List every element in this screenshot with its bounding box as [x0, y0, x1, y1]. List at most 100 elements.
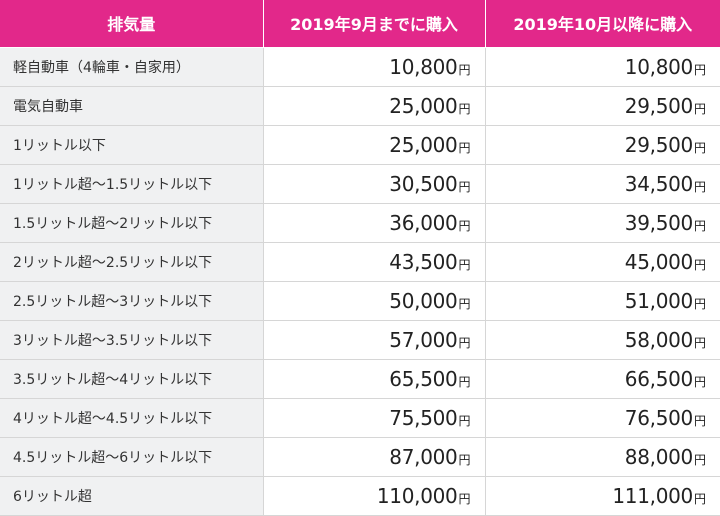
table-row: 2リットル超〜2.5リットル以下 43,500円 45,000円 — [0, 241, 720, 282]
amount-after: 58,000円 — [484, 319, 720, 360]
amount-before: 25,000円 — [262, 85, 486, 126]
amount-value: 36,000 — [389, 210, 458, 235]
table-row: 1.5リットル超〜2リットル以下 36,000円 39,500円 — [0, 202, 720, 243]
amount-after: 111,000円 — [484, 475, 720, 516]
row-category: 3.5リットル超〜4リットル以下 — [0, 358, 264, 399]
amount-before: 43,500円 — [262, 241, 486, 282]
table-row: 4リットル超〜4.5リットル以下 75,500円 76,500円 — [0, 397, 720, 438]
amount-after: 29,500円 — [484, 124, 720, 165]
table-row: 3リットル超〜3.5リットル以下 57,000円 58,000円 — [0, 319, 720, 360]
table-header: 排気量 2019年9月までに購入 2019年10月以降に購入 — [0, 0, 720, 48]
row-category: 1リットル以下 — [0, 124, 264, 165]
amount-value: 76,500 — [624, 405, 693, 430]
table-row: 2.5リットル超〜3リットル以下 50,000円 51,000円 — [0, 280, 720, 321]
amount-value: 10,800 — [624, 54, 693, 79]
row-category: 軽自動車（4輪車・自家用） — [0, 46, 264, 87]
amount-value: 34,500 — [624, 171, 693, 196]
amount-after: 45,000円 — [484, 241, 720, 282]
table-row: 3.5リットル超〜4リットル以下 65,500円 66,500円 — [0, 358, 720, 399]
amount-after: 66,500円 — [484, 358, 720, 399]
amount-value: 50,000 — [389, 288, 458, 313]
currency-unit: 円 — [458, 413, 471, 428]
row-category: 3リットル超〜3.5リットル以下 — [0, 319, 264, 360]
table-row: 電気自動車 25,000円 29,500円 — [0, 85, 720, 126]
currency-unit: 円 — [458, 374, 471, 389]
amount-after: 34,500円 — [484, 163, 720, 204]
row-category: 2リットル超〜2.5リットル以下 — [0, 241, 264, 282]
amount-value: 75,500 — [389, 405, 458, 430]
amount-value: 10,800 — [389, 54, 458, 79]
currency-unit: 円 — [458, 335, 471, 350]
header-displacement: 排気量 — [0, 0, 264, 48]
amount-value: 39,500 — [624, 210, 693, 235]
amount-value: 43,500 — [389, 249, 458, 274]
currency-unit: 円 — [693, 179, 706, 194]
table-row: 6リットル超 110,000円 111,000円 — [0, 475, 720, 516]
amount-after: 29,500円 — [484, 85, 720, 126]
currency-unit: 円 — [458, 101, 471, 116]
currency-unit: 円 — [458, 218, 471, 233]
amount-value: 25,000 — [389, 132, 458, 157]
row-category: 電気自動車 — [0, 85, 264, 126]
currency-unit: 円 — [693, 257, 706, 272]
amount-value: 110,000 — [376, 483, 458, 508]
amount-value: 88,000 — [624, 444, 693, 469]
amount-after: 39,500円 — [484, 202, 720, 243]
currency-unit: 円 — [458, 491, 471, 506]
currency-unit: 円 — [693, 101, 706, 116]
row-category: 2.5リットル超〜3リットル以下 — [0, 280, 264, 321]
amount-value: 29,500 — [624, 132, 693, 157]
currency-unit: 円 — [693, 140, 706, 155]
amount-value: 87,000 — [389, 444, 458, 469]
amount-value: 66,500 — [624, 366, 693, 391]
amount-before: 36,000円 — [262, 202, 486, 243]
amount-before: 57,000円 — [262, 319, 486, 360]
row-category: 6リットル超 — [0, 475, 264, 516]
amount-value: 25,000 — [389, 93, 458, 118]
amount-before: 30,500円 — [262, 163, 486, 204]
currency-unit: 円 — [693, 413, 706, 428]
amount-before: 110,000円 — [262, 475, 486, 516]
amount-before: 50,000円 — [262, 280, 486, 321]
amount-before: 25,000円 — [262, 124, 486, 165]
amount-before: 10,800円 — [262, 46, 486, 87]
row-category: 1リットル超〜1.5リットル以下 — [0, 163, 264, 204]
amount-after: 88,000円 — [484, 436, 720, 477]
currency-unit: 円 — [693, 62, 706, 77]
table-row: 4.5リットル超〜6リットル以下 87,000円 88,000円 — [0, 436, 720, 477]
currency-unit: 円 — [693, 335, 706, 350]
currency-unit: 円 — [458, 62, 471, 77]
header-after-oct-2019: 2019年10月以降に購入 — [484, 0, 720, 48]
amount-value: 30,500 — [389, 171, 458, 196]
amount-value: 57,000 — [389, 327, 458, 352]
currency-unit: 円 — [458, 296, 471, 311]
amount-value: 111,000 — [612, 483, 693, 508]
amount-before: 75,500円 — [262, 397, 486, 438]
amount-value: 58,000 — [624, 327, 693, 352]
header-row: 排気量 2019年9月までに購入 2019年10月以降に購入 — [0, 0, 720, 48]
currency-unit: 円 — [693, 374, 706, 389]
amount-after: 76,500円 — [484, 397, 720, 438]
currency-unit: 円 — [693, 452, 706, 467]
amount-value: 29,500 — [624, 93, 693, 118]
currency-unit: 円 — [693, 296, 706, 311]
row-category: 1.5リットル超〜2リットル以下 — [0, 202, 264, 243]
amount-value: 51,000 — [624, 288, 693, 313]
table-body: 軽自動車（4輪車・自家用） 10,800円 10,800円 電気自動車 25,000円 2… — [0, 46, 720, 516]
currency-unit: 円 — [458, 452, 471, 467]
amount-before: 65,500円 — [262, 358, 486, 399]
table-row: 軽自動車（4輪車・自家用） 10,800円 10,800円 — [0, 46, 720, 87]
row-category: 4リットル超〜4.5リットル以下 — [0, 397, 264, 438]
table-row: 1リットル以下 25,000円 29,500円 — [0, 124, 720, 165]
currency-unit: 円 — [458, 140, 471, 155]
amount-after: 51,000円 — [484, 280, 720, 321]
currency-unit: 円 — [458, 179, 471, 194]
currency-unit: 円 — [458, 257, 471, 272]
header-before-oct-2019: 2019年9月までに購入 — [262, 0, 486, 48]
currency-unit: 円 — [693, 218, 706, 233]
currency-unit: 円 — [693, 491, 706, 506]
amount-value: 45,000 — [624, 249, 693, 274]
amount-value: 65,500 — [389, 366, 458, 391]
table-row: 1リットル超〜1.5リットル以下 30,500円 34,500円 — [0, 163, 720, 204]
